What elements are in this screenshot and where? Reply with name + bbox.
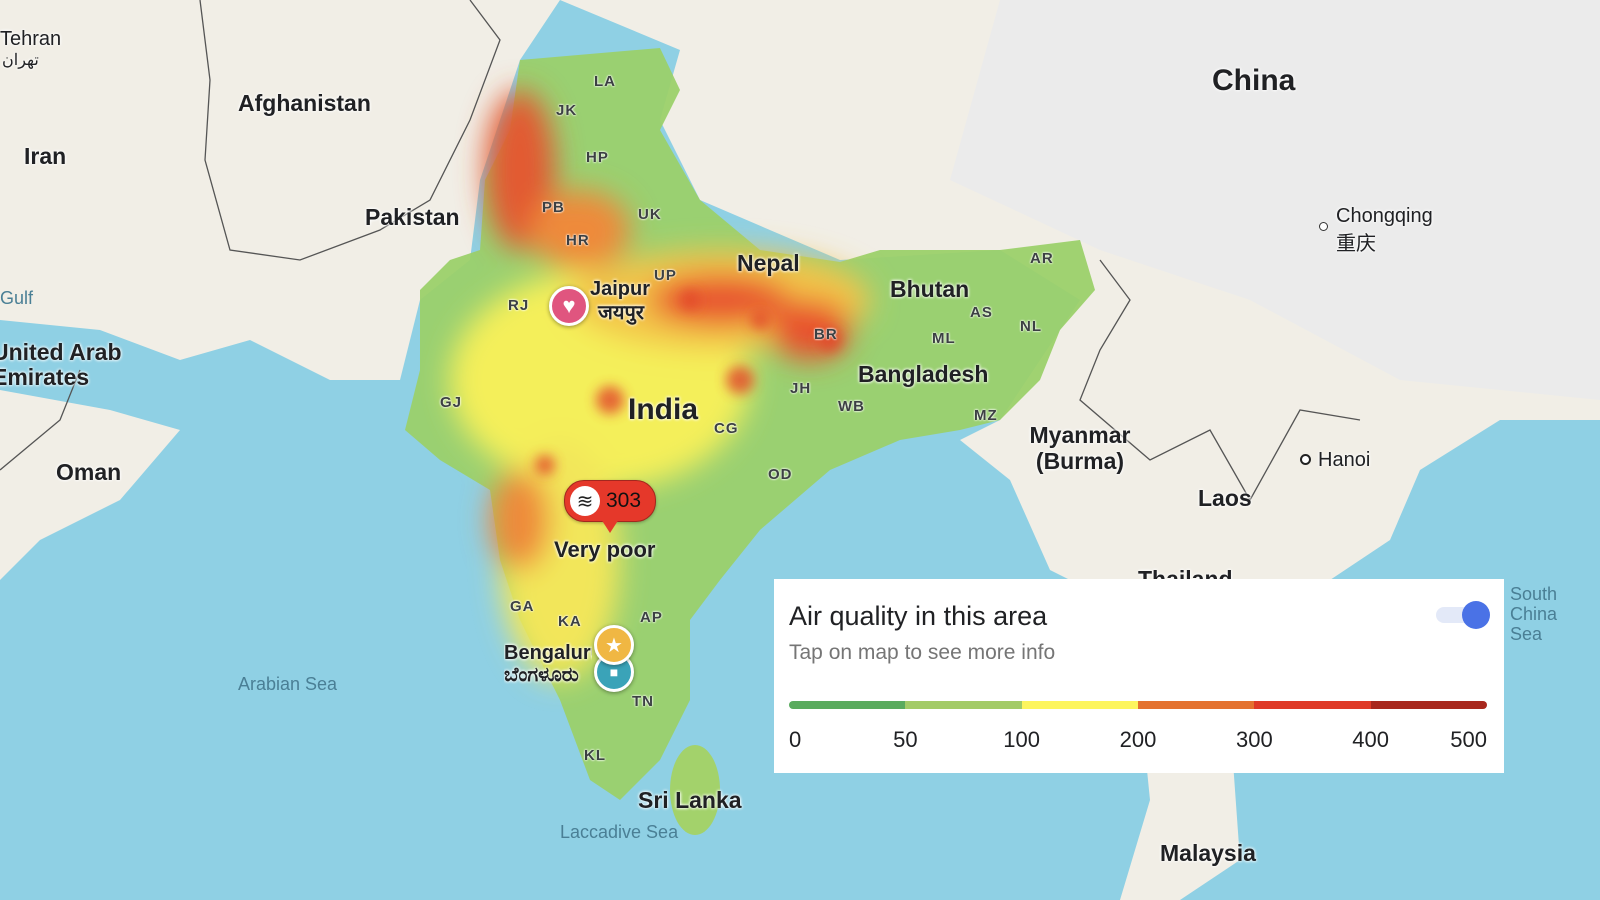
land-china-shade [950,0,1600,400]
aqi-category-label: Very poor [554,537,656,562]
state-label: GJ [440,394,463,411]
state-label: OD [768,466,793,483]
scale-tick-label: 300 [1235,727,1273,752]
label-hanoi: Hanoi [1318,449,1371,471]
state-label: AR [1030,250,1054,267]
state-label: JH [790,380,812,397]
scale-segment [789,701,906,709]
label-iran: Iran [24,143,67,169]
state-label: MZ [974,407,998,424]
label-pakistan: Pakistan [365,204,460,230]
aqi-marker[interactable]: ≋ 303 [564,480,656,533]
aqi-color-scale [789,701,1487,709]
state-label: UP [654,267,677,284]
air-waves-icon: ≋ [570,486,600,516]
label-laccadive-sea: Laccadive Sea [560,822,679,842]
scale-segment [1021,701,1138,709]
scale-tick-label: 50 [893,727,918,752]
land-arabia [0,390,180,580]
land-west [0,0,560,380]
label-south-china-sea: South China Sea [1510,584,1558,644]
state-label: HP [586,149,609,166]
label-uae: United Arab Emirates [0,339,122,390]
state-label: HR [566,232,590,249]
label-malaysia: Malaysia [1160,840,1256,866]
scale-tick-label: 500 [1450,727,1487,752]
capital-dot [1300,454,1311,465]
city-dot [1319,222,1328,231]
air-quality-toggle[interactable] [1436,601,1490,629]
aqi-value: 303 [606,489,642,512]
label-tehran-local: تهران [2,52,39,69]
state-label: ML [932,330,956,347]
label-bengaluru: Bengaluru [504,642,592,664]
scale-segment [1370,701,1487,709]
scale-tick-label: 0 [789,727,802,752]
label-bengaluru-local: ಬೆಂಗಳೂರು [504,664,579,686]
state-label: JK [556,102,578,119]
label-laos: Laos [1198,485,1252,511]
aqi-heatmap [405,48,1095,800]
toggle-knob [1462,601,1490,629]
state-label: LA [594,73,616,90]
label-jaipur: Jaipur [590,278,651,300]
label-india: India [628,393,699,426]
heart-icon[interactable]: ♥ [549,286,589,326]
label-sri-lanka: Sri Lanka [638,787,742,813]
scale-segment [1254,701,1371,709]
scale-segment [905,701,1022,709]
label-myanmar: Myanmar (Burma) [1029,422,1131,474]
air-quality-panel: Air quality in this area Tap on map to s… [774,579,1504,773]
scale-tick-label: 400 [1352,727,1390,752]
panel-subtitle: Tap on map to see more info [789,641,1056,664]
label-jaipur-local: जयपुर [598,302,644,324]
state-label: RJ [508,297,530,314]
label-thailand: Thailand [1138,566,1233,579]
label-chongqing: Chongqing [1336,205,1433,227]
state-label: NL [1020,318,1042,335]
label-bhutan: Bhutan [890,276,970,302]
label-chongqing-local: 重庆 [1336,233,1376,255]
label-china: China [1212,64,1296,97]
star-icon[interactable]: ★ [594,625,634,665]
label-arabian-sea: Arabian Sea [238,674,338,694]
label-tehran: Tehran [0,28,62,50]
country-borders [0,0,1361,502]
state-label: UK [638,206,662,223]
sri-lanka [670,745,720,835]
state-label: PB [542,199,565,216]
label-oman: Oman [56,459,122,485]
scale-tick-label: 200 [1119,727,1157,752]
label-afghanistan: Afghanistan [238,90,371,116]
state-label: TN [632,693,654,710]
scale-segment [1137,701,1255,709]
label-gulf: Gulf [0,288,34,308]
aqi-scale-ticks: 0 50 100 200 300 400 500 [789,727,1487,753]
label-nepal: Nepal [737,250,800,276]
state-label: GA [510,598,535,615]
state-label: KA [558,613,582,630]
scale-tick-label: 100 [1003,727,1041,752]
state-label: AS [970,304,993,321]
state-label: CG [714,420,739,437]
label-bangladesh: Bangladesh [858,361,989,387]
panel-title: Air quality in this area [789,601,1048,631]
state-label: KL [584,747,606,764]
state-label: AP [640,609,663,626]
state-label: WB [838,398,865,415]
state-label: BR [814,326,838,343]
